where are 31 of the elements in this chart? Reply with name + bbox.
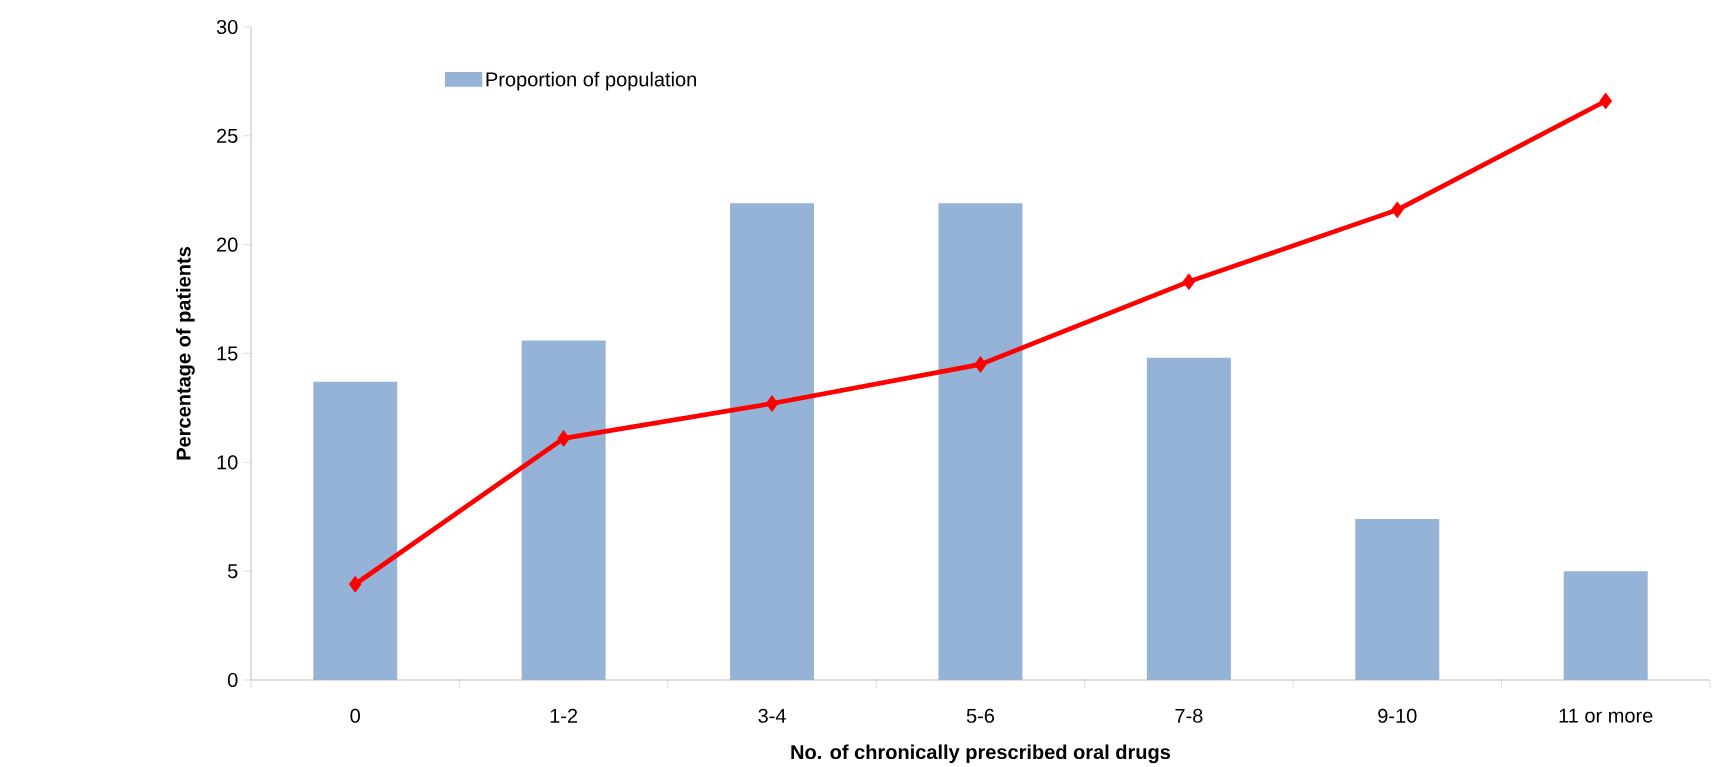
x-tick-label: 5-6 bbox=[966, 708, 995, 723]
bar bbox=[1563, 571, 1648, 680]
y-tick-label: 0 bbox=[227, 672, 238, 688]
point bbox=[974, 356, 987, 373]
point bbox=[1599, 92, 1613, 110]
bar bbox=[1146, 357, 1231, 680]
x-tick-label: 7-8 bbox=[1175, 708, 1203, 723]
y-axis-title: Percentage of patients bbox=[175, 247, 195, 460]
legend-label: Proportion of population bbox=[486, 71, 696, 91]
x-tick-label: 0 bbox=[350, 708, 360, 723]
bar bbox=[313, 381, 398, 680]
y-tick-label: 20 bbox=[217, 237, 238, 252]
y-tick-label: 30 bbox=[216, 19, 238, 35]
x-tick-label: 9-10 bbox=[1378, 708, 1417, 723]
x-tick-label: 3-4 bbox=[758, 708, 786, 723]
x-tick-label: 1-2 bbox=[550, 708, 578, 723]
y-tick-label: 15 bbox=[217, 346, 238, 361]
point bbox=[557, 430, 570, 447]
bar bbox=[938, 203, 1023, 680]
y-tick-label: 10 bbox=[217, 455, 238, 470]
point bbox=[1182, 273, 1196, 291]
x-tick-label: 11 or more bbox=[1559, 708, 1653, 723]
point bbox=[765, 395, 779, 412]
bar bbox=[1355, 518, 1440, 680]
x-axis-title: No. of chronically prescribed oral drugs bbox=[791, 744, 1171, 764]
bar bbox=[730, 203, 815, 680]
point bbox=[348, 575, 362, 593]
point bbox=[1390, 201, 1404, 219]
bar bbox=[521, 340, 606, 680]
y-tick-label: 25 bbox=[217, 128, 238, 143]
y-tick-label: 5 bbox=[227, 564, 238, 579]
